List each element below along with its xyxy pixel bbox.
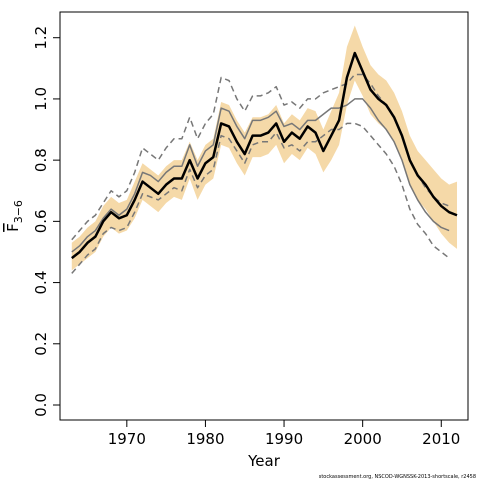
- y-tick-label: 0.2: [32, 332, 50, 356]
- plot-frame: [59, 11, 469, 421]
- x-axis-label: Year: [247, 452, 281, 470]
- x-tick-label: 1970: [108, 430, 146, 448]
- x-tick-label: 1980: [186, 430, 224, 448]
- y-tick-label: 0.8: [32, 148, 50, 172]
- y-tick-label: 0.4: [32, 271, 50, 295]
- dashed-line: [71, 122, 450, 274]
- line: [71, 98, 450, 253]
- y-tick-label: 1.0: [32, 87, 50, 111]
- y-tick-label: 0.6: [32, 209, 50, 233]
- footer: stockassessment.org, NSCOD-WGNSSK-2013-s…: [319, 474, 476, 480]
- y-tick-label: 1.2: [32, 26, 50, 50]
- x-tick-label: 2010: [422, 430, 460, 448]
- y-tick-label: 0.0: [32, 393, 50, 417]
- y-axis-label: F3−6: [4, 200, 25, 232]
- line: [71, 51, 458, 260]
- y-label-sub: 3−6: [12, 200, 25, 223]
- y-label-main: F: [4, 223, 22, 232]
- x-tick-label: 1990: [265, 430, 303, 448]
- confidence-band: [71, 25, 457, 271]
- x-tick-label: 2000: [344, 430, 382, 448]
